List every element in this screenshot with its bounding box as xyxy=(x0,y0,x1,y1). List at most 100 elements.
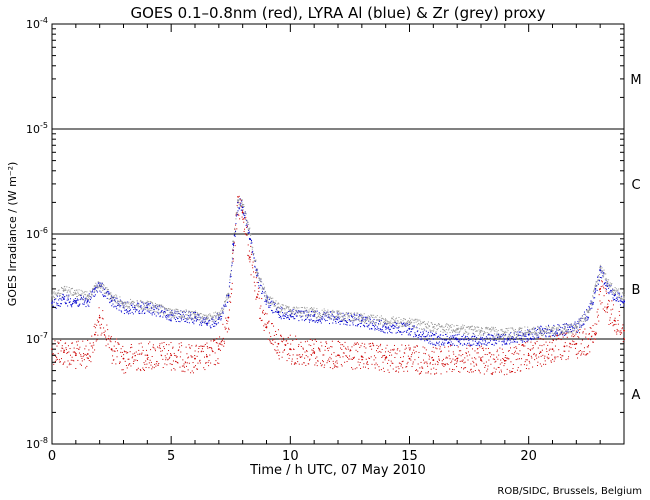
trace-dot xyxy=(462,359,464,361)
flare-class-label: A xyxy=(632,388,641,403)
trace-dot xyxy=(402,356,404,358)
trace-dot xyxy=(95,340,97,342)
trace-dot xyxy=(137,367,139,369)
trace-dot xyxy=(427,333,429,335)
trace-dot xyxy=(337,316,339,318)
trace-dot xyxy=(568,356,570,358)
trace-dot xyxy=(616,289,618,291)
trace-dot xyxy=(161,310,163,312)
trace-dot xyxy=(221,316,223,318)
trace-dot xyxy=(240,204,242,206)
trace-dot xyxy=(249,261,251,263)
data-point xyxy=(563,345,566,348)
trace-dot xyxy=(328,358,330,360)
trace-dot xyxy=(63,350,65,352)
trace-dot xyxy=(107,293,109,295)
trace-dot xyxy=(438,323,440,325)
trace-dot xyxy=(501,348,503,350)
trace-dot xyxy=(244,211,246,213)
trace-dot xyxy=(96,319,98,321)
trace-dot xyxy=(94,295,96,297)
trace-dot xyxy=(460,329,462,331)
trace-dot xyxy=(222,323,224,325)
data-point xyxy=(539,329,542,332)
trace-dot xyxy=(404,348,406,350)
trace-dot xyxy=(521,327,523,329)
trace-dot xyxy=(467,326,469,328)
trace-dot xyxy=(528,332,530,334)
trace-dot xyxy=(67,352,69,354)
trace-dot xyxy=(440,334,442,336)
trace-dot xyxy=(451,337,453,339)
trace-dot xyxy=(524,361,526,363)
trace-dot xyxy=(390,322,392,324)
trace-dot xyxy=(515,331,517,333)
trace-dot xyxy=(454,363,456,365)
trace-dot xyxy=(609,319,611,321)
trace-dot xyxy=(389,321,391,323)
trace-dot xyxy=(489,328,491,330)
trace-dot xyxy=(573,327,575,329)
trace-dot xyxy=(125,305,127,307)
trace-dot xyxy=(416,324,418,326)
trace-dot xyxy=(328,347,330,349)
trace-dot xyxy=(489,334,491,336)
trace-dot xyxy=(146,363,148,365)
trace-dot xyxy=(205,317,207,319)
trace-dot xyxy=(344,347,346,349)
trace-dot xyxy=(491,373,493,375)
trace-dot xyxy=(530,332,532,334)
trace-dot xyxy=(382,355,384,357)
trace-dot xyxy=(447,346,449,348)
trace-dot xyxy=(297,361,299,363)
trace-dot xyxy=(163,310,165,312)
data-point xyxy=(146,354,149,357)
trace-dot xyxy=(393,327,395,329)
trace-dot xyxy=(184,311,186,313)
trace-dot xyxy=(387,362,389,364)
trace-dot xyxy=(324,315,326,317)
trace-dot xyxy=(615,290,617,292)
trace-dot xyxy=(471,325,473,327)
trace-dot xyxy=(151,356,153,358)
trace-dot xyxy=(169,319,171,321)
trace-dot xyxy=(208,314,210,316)
trace-dot xyxy=(522,334,524,336)
trace-dot xyxy=(259,284,261,286)
data-point xyxy=(613,294,616,297)
trace-dot xyxy=(612,308,614,310)
trace-dot xyxy=(212,315,214,317)
trace-dot xyxy=(295,363,297,365)
trace-dot xyxy=(596,311,598,313)
trace-dot xyxy=(101,332,103,334)
trace-dot xyxy=(375,357,377,359)
trace-dot xyxy=(69,291,71,293)
trace-dot xyxy=(463,332,465,334)
trace-dot xyxy=(271,303,273,305)
trace-dot xyxy=(586,311,588,313)
trace-dot xyxy=(184,361,186,363)
trace-dot xyxy=(140,305,142,307)
trace-dot xyxy=(526,331,528,333)
trace-dot xyxy=(228,296,230,298)
trace-dot xyxy=(398,316,400,318)
trace-dot xyxy=(504,356,506,358)
trace-dot xyxy=(458,341,460,343)
trace-dot xyxy=(358,314,360,316)
trace-dot xyxy=(194,355,196,357)
trace-dot xyxy=(81,294,83,296)
trace-dot xyxy=(237,214,239,216)
trace-dot xyxy=(123,372,125,374)
trace-dot xyxy=(480,339,482,341)
trace-dot xyxy=(167,358,169,360)
trace-dot xyxy=(445,325,447,327)
trace-dot xyxy=(315,311,317,313)
trace-dot xyxy=(586,346,588,348)
trace-dot xyxy=(354,319,356,321)
trace-dot xyxy=(108,293,110,295)
trace-dot xyxy=(254,265,256,267)
trace-dot xyxy=(578,319,580,321)
trace-dot xyxy=(470,363,472,365)
trace-dot xyxy=(389,324,391,326)
trace-dot xyxy=(237,201,239,203)
